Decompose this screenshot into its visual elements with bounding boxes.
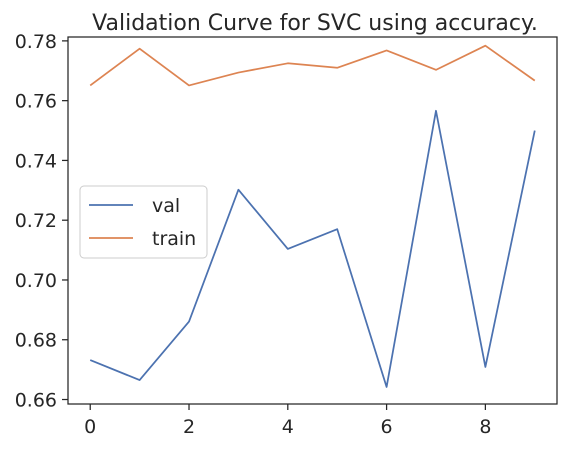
- y-tick-label: 0.70: [15, 270, 57, 292]
- chart-title: Validation Curve for SVC using accuracy.: [92, 11, 538, 36]
- legend: val train: [79, 185, 208, 259]
- series-line-val: [89, 109, 536, 388]
- y-tick-label: 0.74: [15, 150, 57, 172]
- legend-label-val: val: [152, 195, 180, 217]
- y-tick-label: 0.78: [15, 31, 57, 53]
- y-axis: 0.66 0.68 0.70 0.72 0.74 0.76 0.78: [15, 31, 68, 412]
- x-tick-label: 4: [282, 416, 294, 438]
- y-tick-label: 0.72: [15, 210, 57, 232]
- x-tick-label: 6: [381, 416, 393, 438]
- x-tick-label: 8: [479, 416, 491, 438]
- legend-label-train: train: [152, 228, 196, 250]
- series-layer: [89, 44, 536, 388]
- x-tick-label: 2: [183, 416, 195, 438]
- legend-box: [79, 185, 208, 259]
- x-axis: 0 2 4 6 8: [84, 404, 491, 438]
- y-tick-label: 0.68: [15, 330, 57, 352]
- y-tick-label: 0.66: [15, 390, 57, 412]
- x-tick-label: 0: [84, 416, 96, 438]
- series-line-train: [89, 44, 536, 87]
- y-tick-label: 0.76: [15, 91, 57, 113]
